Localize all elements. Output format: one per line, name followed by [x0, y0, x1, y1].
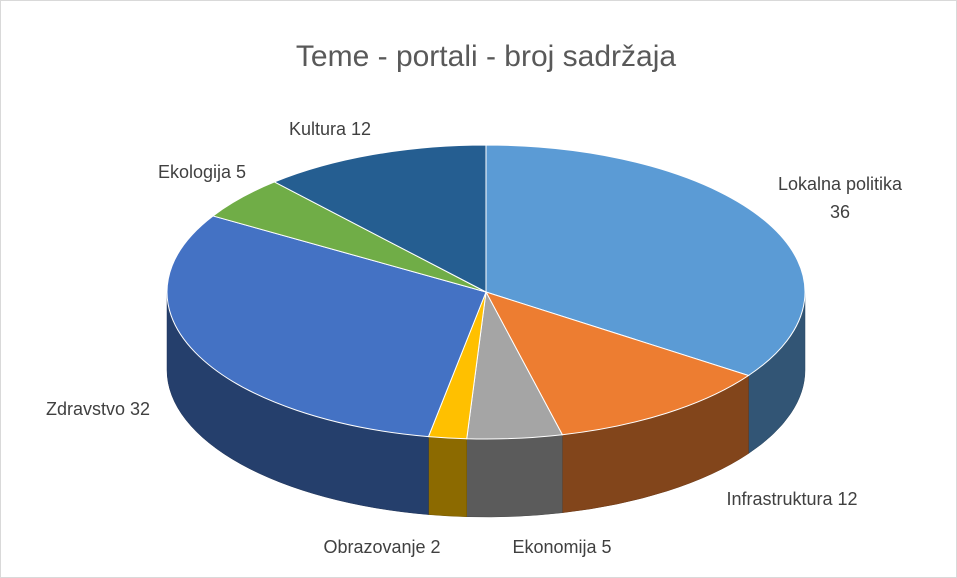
data-label-value: 5 [236, 162, 246, 182]
data-label-category: Ekonomija [512, 537, 597, 557]
pie-tops [166, 144, 806, 440]
data-label-category: Ekologija [158, 162, 232, 182]
data-label-value: 36 [830, 202, 850, 222]
data-label-value: 2 [431, 537, 441, 557]
pie-slice [484, 291, 750, 436]
data-label: Zdravstvo 32 [46, 399, 150, 419]
data-label: Infrastruktura 12 [726, 489, 857, 509]
pie-slice [166, 215, 487, 438]
data-label-category: Infrastruktura [726, 489, 833, 509]
pie-wall [466, 434, 563, 518]
data-label: Kultura 12 [289, 119, 371, 139]
data-label-category: Kultura [289, 119, 347, 139]
data-label-category: Zdravstvo [46, 399, 125, 419]
data-label: Ekologija 5 [158, 162, 246, 182]
data-label-value: 12 [351, 119, 371, 139]
data-label-value: 5 [602, 537, 612, 557]
data-label-category: Lokalna politika [778, 174, 903, 194]
pie-walls [166, 291, 806, 518]
data-label-value: 12 [838, 489, 858, 509]
pie-slice [485, 144, 806, 377]
data-label: Lokalna politika 36 [778, 174, 903, 222]
data-label: Obrazovanje 2 [323, 537, 440, 557]
pie-wall [428, 436, 467, 517]
pie-slice [273, 144, 487, 293]
data-label: Ekonomija 5 [512, 537, 611, 557]
data-label-category: Obrazovanje [323, 537, 425, 557]
data-label-value: 32 [130, 399, 150, 419]
chart-title: Teme - portali - broj sadržaja [296, 40, 676, 73]
